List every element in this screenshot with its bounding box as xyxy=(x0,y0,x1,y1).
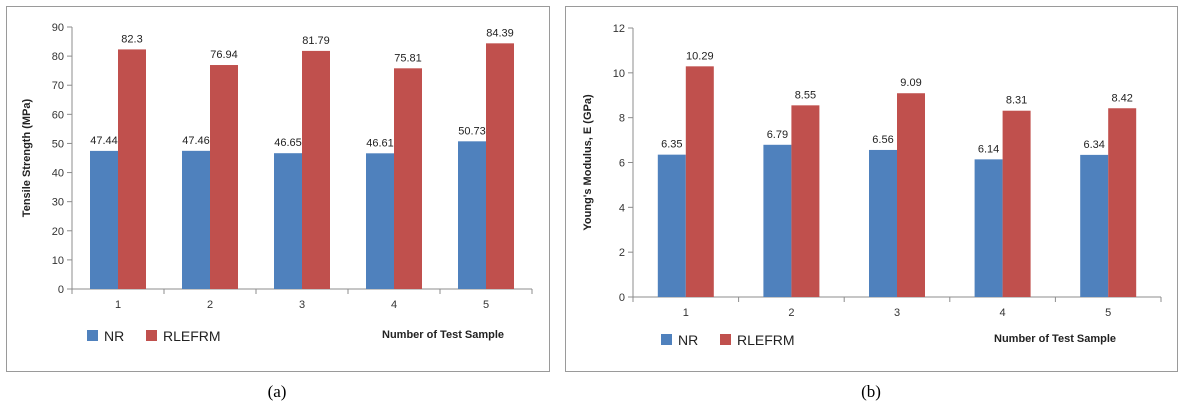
legend-swatch-rlefrm xyxy=(720,334,731,345)
bar-nr xyxy=(1080,154,1109,297)
data-label: 46.61 xyxy=(366,137,394,149)
y-tick-label: 0 xyxy=(58,284,64,296)
x-axis-title: Number of Test Sample xyxy=(382,329,504,341)
y-tick-label: 50 xyxy=(52,138,64,150)
data-label: 9.09 xyxy=(900,77,921,89)
bar-nr xyxy=(869,149,897,297)
bar-rlefrm xyxy=(394,68,422,289)
x-tick-label: 1 xyxy=(683,307,689,319)
bar-rlefrm xyxy=(302,50,330,289)
bar-rlefrm xyxy=(1108,108,1137,297)
caption-b: (b) xyxy=(861,382,881,401)
data-label: 10.29 xyxy=(686,50,714,62)
x-tick-label: 3 xyxy=(299,299,305,311)
data-label: 6.14 xyxy=(978,143,999,155)
y-tick-label: 60 xyxy=(52,109,64,121)
data-label: 46.65 xyxy=(274,137,302,149)
x-axis-title: Number of Test Sample xyxy=(994,333,1116,345)
chart-panel-a: 0 10 20 30 40 50 60 70 80 90 1 47.44 82.3 2 47.46 76.94… xyxy=(6,6,550,372)
legend-label-rlefrm: RLEFRM xyxy=(163,328,221,344)
x-tick-label: 3 xyxy=(894,307,900,319)
youngs-modulus-chart: 0 2 4 6 8 10 12 1 6.35 10.29 2 6.79 8.55 3 6.56 9.09 4 6.… xyxy=(582,23,1162,348)
legend-swatch-nr xyxy=(661,334,672,345)
data-label: 84.39 xyxy=(486,27,514,39)
bar-nr xyxy=(90,150,118,289)
data-label: 50.73 xyxy=(458,125,486,137)
y-tick-label: 20 xyxy=(52,226,64,238)
bar-nr xyxy=(974,159,1003,297)
x-tick-label: 2 xyxy=(207,299,213,311)
caption-a: (a) xyxy=(267,382,287,401)
y-tick-label: 0 xyxy=(619,292,625,304)
bar-nr xyxy=(763,144,792,297)
bar-nr xyxy=(366,153,394,289)
legend-swatch-nr xyxy=(87,330,98,341)
data-label: 75.81 xyxy=(394,52,422,64)
legend-label-rlefrm: RLEFRM xyxy=(737,332,795,348)
bar-rlefrm xyxy=(1002,110,1031,297)
x-tick-label: 4 xyxy=(1000,307,1006,319)
bar-rlefrm xyxy=(210,65,238,290)
data-label: 6.34 xyxy=(1083,139,1104,151)
bar-nr xyxy=(182,150,210,289)
legend-label-nr: NR xyxy=(678,332,698,348)
bar-rlefrm xyxy=(897,93,925,297)
data-label: 82.3 xyxy=(121,33,142,45)
bar-rlefrm xyxy=(118,49,146,289)
bar-nr xyxy=(657,154,686,297)
data-label: 6.79 xyxy=(767,129,788,141)
data-label: 8.42 xyxy=(1111,92,1132,104)
tensile-strength-chart: 0 10 20 30 40 50 60 70 80 90 1 47.44 82.3 2 47.46 76.94… xyxy=(21,22,533,344)
y-tick-label: 2 xyxy=(619,247,625,259)
bar-rlefrm xyxy=(486,43,514,290)
y-tick-label: 6 xyxy=(619,158,625,170)
data-label: 6.56 xyxy=(872,134,893,146)
data-label: 76.94 xyxy=(210,49,238,61)
data-label: 6.35 xyxy=(661,139,682,151)
data-label: 47.46 xyxy=(182,135,210,147)
y-tick-label: 4 xyxy=(619,202,625,214)
data-label: 8.55 xyxy=(795,89,816,101)
y-tick-label: 40 xyxy=(52,168,64,180)
y-axis-title: Young's Modulus, E (GPa) xyxy=(582,94,594,231)
y-tick-label: 80 xyxy=(52,51,64,63)
y-tick-label: 8 xyxy=(619,113,625,125)
y-tick-label: 10 xyxy=(52,255,64,267)
bar-nr xyxy=(274,153,302,289)
x-tick-label: 5 xyxy=(483,299,489,311)
bar-rlefrm xyxy=(791,105,820,298)
legend-swatch-rlefrm xyxy=(146,330,157,341)
y-tick-label: 30 xyxy=(52,197,64,209)
data-label: 47.44 xyxy=(90,135,118,147)
legend-label-nr: NR xyxy=(104,328,124,344)
y-tick-label: 70 xyxy=(52,80,64,92)
data-label: 8.31 xyxy=(1006,95,1027,107)
y-tick-label: 12 xyxy=(613,23,625,35)
data-label: 81.79 xyxy=(302,35,330,47)
x-tick-label: 2 xyxy=(788,307,794,319)
x-tick-label: 1 xyxy=(115,299,121,311)
y-tick-label: 10 xyxy=(613,68,625,80)
chart-panel-b: 0 2 4 6 8 10 12 1 6.35 10.29 2 6.79 8.55 3 6.56 9.09 4 6.… xyxy=(565,6,1178,372)
bar-nr xyxy=(458,141,486,289)
x-tick-label: 5 xyxy=(1105,307,1111,319)
x-tick-label: 4 xyxy=(391,299,397,311)
bar-rlefrm xyxy=(685,66,714,297)
y-tick-label: 90 xyxy=(52,22,64,34)
y-axis-title: Tensile Strength (MPa) xyxy=(21,98,33,217)
